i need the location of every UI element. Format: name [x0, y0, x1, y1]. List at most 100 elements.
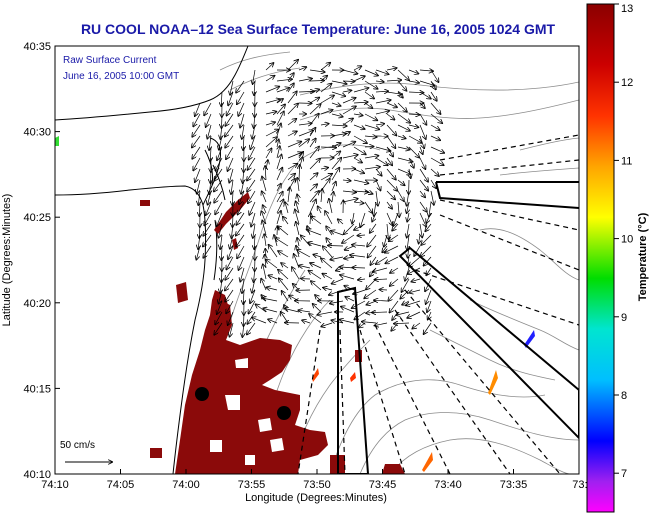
current-vector [340, 320, 355, 324]
annotation-line1: Raw Surface Current [63, 55, 157, 66]
current-vector [321, 258, 333, 269]
current-vector [266, 260, 278, 269]
current-vector [341, 307, 355, 313]
current-vector [419, 168, 428, 182]
current-vector [430, 124, 440, 130]
current-vector [364, 146, 373, 147]
current-vector [268, 319, 278, 324]
current-vector [421, 245, 432, 257]
current-vector [276, 184, 281, 192]
y-axis: 40:35 40:30 40:25 40:20 40:15 40:10 [23, 41, 60, 481]
current-vector [320, 124, 329, 125]
coverage-lines [297, 134, 579, 474]
current-vector [386, 179, 397, 191]
current-vector [331, 151, 340, 159]
current-vector [414, 245, 421, 256]
current-vector [331, 168, 339, 181]
current-vector [309, 200, 316, 214]
current-vector [397, 91, 403, 98]
current-vector [408, 125, 418, 127]
current-vector [375, 157, 388, 165]
current-vector [331, 125, 347, 126]
current-vector [209, 135, 211, 150]
current-vector [342, 191, 356, 192]
current-vector [353, 88, 368, 93]
current-vector [419, 201, 427, 212]
current-vector [249, 146, 256, 160]
current-vector [309, 314, 322, 324]
current-vector [352, 245, 366, 246]
current-vector [353, 179, 368, 183]
current-vector [204, 212, 212, 225]
current-vector [408, 114, 419, 115]
current-vector [247, 322, 256, 334]
current-vector [219, 135, 223, 150]
current-vector [214, 168, 223, 181]
current-vector [221, 245, 222, 260]
current-vector [241, 179, 245, 194]
current-vector [243, 289, 244, 304]
y-tick-label: 40:35 [23, 41, 51, 53]
current-vector [263, 308, 278, 313]
current-vector [360, 212, 366, 227]
current-vector [419, 135, 424, 148]
current-vector [298, 79, 312, 82]
plot-background [55, 46, 579, 474]
current-vector [276, 99, 283, 103]
current-vector [310, 263, 322, 269]
current-vector [240, 267, 245, 282]
current-vector [331, 231, 344, 236]
current-vector [215, 201, 223, 214]
current-vector [282, 291, 289, 302]
current-vector [193, 113, 201, 126]
current-vector [353, 66, 361, 70]
current-vector [287, 142, 301, 148]
current-vector [408, 157, 414, 168]
radar-site-marker [195, 387, 209, 401]
current-vector [342, 98, 356, 104]
current-vector [386, 124, 396, 135]
current-vector [225, 124, 234, 137]
current-vector [214, 190, 223, 203]
current-vector [426, 212, 432, 223]
current-vector [380, 290, 388, 291]
current-vector [323, 274, 333, 280]
current-vector [353, 202, 364, 203]
current-vector [342, 69, 357, 74]
current-vector [419, 234, 420, 243]
current-vector [298, 123, 312, 125]
current-vector [238, 102, 245, 116]
current-vector [375, 81, 384, 82]
current-vector [265, 149, 272, 159]
current-vector [430, 146, 444, 153]
current-vector [320, 174, 332, 181]
current-vector [367, 234, 377, 247]
current-vector [262, 221, 267, 236]
current-vector [287, 60, 298, 71]
current-vector [276, 155, 282, 170]
current-vector [419, 91, 431, 99]
current-vector [219, 223, 223, 238]
y-tick-label: 40:15 [23, 383, 51, 395]
current-vector [364, 80, 378, 89]
current-vector [375, 279, 388, 280]
current-vector [287, 84, 294, 93]
sst-anomalies [55, 136, 535, 472]
current-vector [375, 146, 390, 151]
current-vector [199, 201, 200, 216]
current-vector [376, 190, 378, 206]
current-vector [206, 201, 212, 215]
current-vector [408, 81, 419, 83]
y-axis-label: Latitude (Degrees:Minutes) [1, 194, 13, 327]
current-vector [232, 190, 233, 205]
sst-holes [210, 358, 284, 465]
current-vector [353, 124, 365, 129]
coverage-boxes [337, 181, 579, 474]
current-vector [239, 256, 245, 270]
current-vector [372, 212, 377, 221]
current-vector [309, 184, 317, 192]
current-vector [386, 201, 392, 209]
current-vector [193, 157, 201, 170]
current-vector [320, 95, 334, 104]
